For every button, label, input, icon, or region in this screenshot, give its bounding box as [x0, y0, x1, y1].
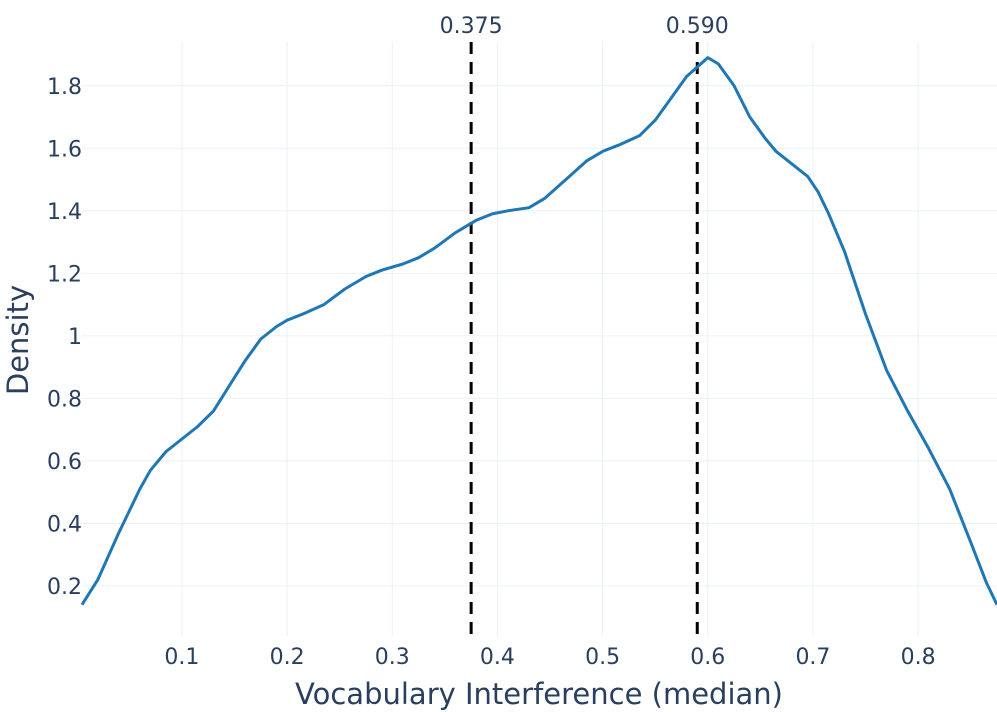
y-tick-label: 0.2 — [47, 575, 82, 600]
x-tick-label: 0.1 — [164, 645, 199, 670]
x-tick-label: 0.3 — [375, 645, 410, 670]
y-tick-label: 1.4 — [47, 200, 82, 225]
y-axis-title: Density — [1, 285, 35, 395]
reference-line-label: 0.375 — [440, 14, 503, 39]
y-tick-label: 1.8 — [47, 75, 82, 100]
y-tick-label: 0.6 — [47, 450, 82, 475]
x-tick-label: 0.5 — [585, 645, 620, 670]
density-curve — [80, 56, 997, 606]
x-tick-label: 0.7 — [795, 645, 830, 670]
y-tick-label: 0.4 — [47, 512, 82, 537]
density-line-layer — [80, 56, 997, 606]
y-tick-labels: 0.2 0.4 0.6 0.8 1 1.2 1.4 1.6 1.8 — [47, 75, 82, 600]
x-tick-labels: 0.1 0.2 0.3 0.4 0.5 0.6 0.7 0.8 — [164, 645, 935, 670]
y-tick-label: 1.2 — [47, 262, 82, 287]
x-axis-title: Vocabulary Interference (median) — [295, 677, 783, 711]
reference-line-label: 0.590 — [666, 14, 729, 39]
reference-lines-layer: 0.375 0.590 — [440, 14, 729, 636]
x-tick-label: 0.6 — [690, 645, 725, 670]
x-tick-label: 0.8 — [901, 645, 936, 670]
x-tick-label: 0.2 — [270, 645, 305, 670]
x-tick-label: 0.4 — [480, 645, 515, 670]
y-tick-label: 0.8 — [47, 387, 82, 412]
grid-layer — [82, 42, 997, 636]
y-tick-label: 1 — [68, 325, 82, 350]
y-tick-label: 1.6 — [47, 137, 82, 162]
